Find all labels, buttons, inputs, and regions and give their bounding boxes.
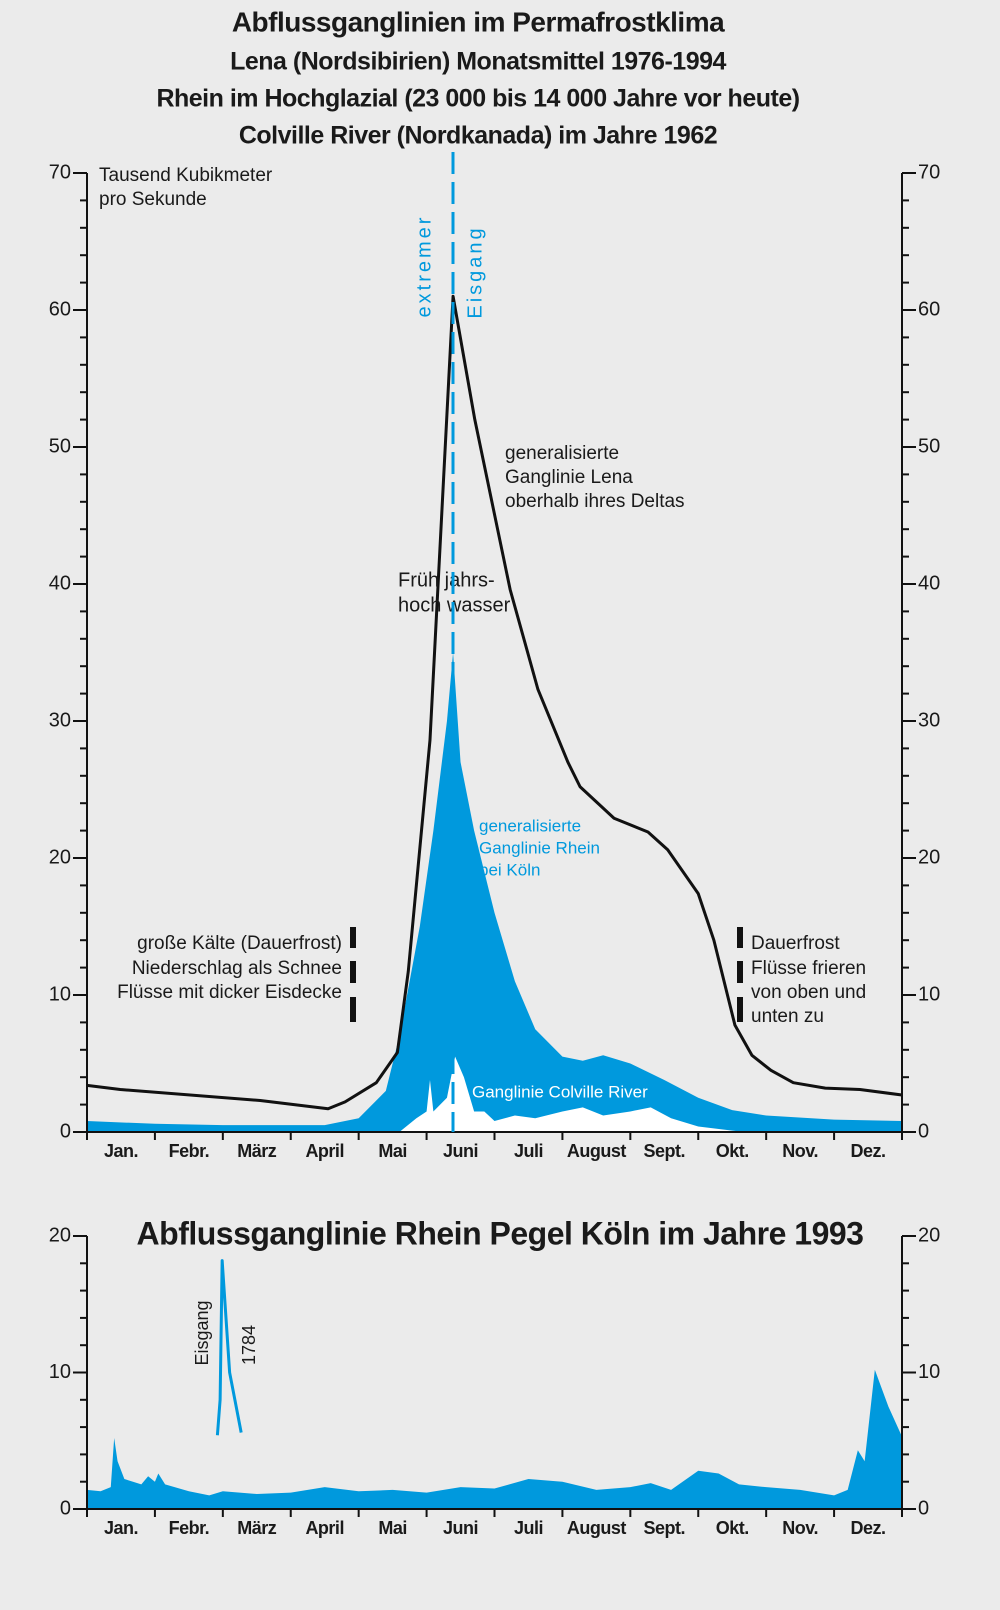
x-tick-label: August xyxy=(567,1518,626,1538)
y-tick-label: 10 xyxy=(918,1361,940,1383)
annotation: pro Sekunde xyxy=(99,189,207,210)
y-tick-label: 30 xyxy=(918,709,940,731)
annotation: Ganglinie Lena xyxy=(505,467,633,488)
annotation: extremer xyxy=(413,215,435,318)
y-tick-label: 60 xyxy=(918,298,940,320)
y-tick-label: 50 xyxy=(918,435,940,457)
note-bars xyxy=(350,927,743,1022)
x-tick-label: August xyxy=(567,1141,626,1161)
annotation: Früh jahrs- xyxy=(398,569,495,591)
annotation: Tausend Kubikmeter xyxy=(99,165,273,186)
x-tick-label: Jan. xyxy=(104,1518,138,1538)
x-tick-label: Nov. xyxy=(782,1518,818,1538)
annotation: oberhalb ihres Deltas xyxy=(505,491,685,512)
x-tick-label: Juli xyxy=(514,1518,543,1538)
annotation: unten zu xyxy=(751,1006,824,1027)
series-label: 1784 xyxy=(239,1325,259,1365)
annotation: große Kälte (Dauerfrost) xyxy=(137,933,342,954)
subtitle: Rhein im Hochglazial (23 000 bis 14 000 … xyxy=(156,85,799,113)
x-tick-label: Okt. xyxy=(716,1141,749,1161)
y-tick-label: 20 xyxy=(49,846,71,868)
x-tick-label: Mai xyxy=(378,1141,407,1161)
x-tick-label: Juli xyxy=(514,1141,543,1161)
x-tick-label: Jan. xyxy=(104,1141,138,1161)
subtitle: Colville River (Nordkanada) im Jahre 196… xyxy=(239,122,717,150)
y-tick-label: 10 xyxy=(49,983,71,1005)
x-tick-label: Dez. xyxy=(851,1141,886,1161)
annotation: Eisgang xyxy=(464,225,486,318)
y-tick-label: 10 xyxy=(49,1361,71,1383)
subtitle: Lena (Nordsibirien) Monatsmittel 1976-19… xyxy=(230,48,726,76)
x-tick-label: Okt. xyxy=(716,1518,749,1538)
x-tick-label: Juni xyxy=(443,1518,478,1538)
annotation: Flüsse frieren xyxy=(751,958,866,979)
x-tick-label: Mai xyxy=(378,1518,407,1538)
y-tick-label: 0 xyxy=(918,1120,929,1142)
note-bar xyxy=(350,997,356,1022)
y-tick-label: 60 xyxy=(49,298,71,320)
x-tick-label: März xyxy=(237,1141,277,1161)
area xyxy=(87,1369,902,1509)
annotation: Eisgang xyxy=(192,1300,212,1365)
annotation: bei Köln xyxy=(479,860,540,879)
line xyxy=(215,1259,243,1436)
x-tick-label: April xyxy=(305,1518,344,1538)
y-tick-label: 10 xyxy=(918,983,940,1005)
note-bar xyxy=(737,927,743,948)
y-tick-label: 30 xyxy=(49,709,71,731)
x-tick-label: Sept. xyxy=(644,1518,686,1538)
y-tick-label: 70 xyxy=(918,161,940,183)
y-tick-label: 0 xyxy=(60,1120,71,1142)
note-bar xyxy=(737,997,743,1022)
y-tick-label: 70 xyxy=(49,161,71,183)
area xyxy=(399,1056,746,1132)
x-tick-label: Juni xyxy=(443,1141,478,1161)
annotation: Dauerfrost xyxy=(751,933,840,954)
note-bar xyxy=(350,927,356,948)
y-tick-label: 40 xyxy=(918,572,940,594)
area xyxy=(87,652,902,1132)
annotation: Niederschlag als Schnee xyxy=(132,958,342,979)
y-tick-label: 0 xyxy=(918,1497,929,1519)
y-tick-label: 0 xyxy=(60,1497,71,1519)
y-tick-label: 20 xyxy=(918,1224,940,1246)
x-tick-label: Sept. xyxy=(644,1141,686,1161)
line xyxy=(86,294,903,1111)
x-tick-label: Febr. xyxy=(169,1518,210,1538)
chart-title: Abflussganglinie Rhein Pegel Köln im Jah… xyxy=(137,1215,864,1251)
x-tick-label: April xyxy=(305,1141,344,1161)
y-tick-label: 20 xyxy=(49,1224,71,1246)
y-tick-label: 40 xyxy=(49,572,71,594)
annotation: Ganglinie Rhein xyxy=(479,838,600,857)
note-bar xyxy=(737,961,743,983)
annotation: Flüsse mit dicker Eisdecke xyxy=(117,982,342,1003)
annotation: generalisierte xyxy=(505,443,619,464)
chart-title: Abflussganglinien im Permafrostklima xyxy=(232,6,725,37)
annotation: von oben und xyxy=(751,982,866,1003)
y-tick-label: 20 xyxy=(918,846,940,868)
annotation: generalisierte xyxy=(479,816,581,835)
note-bar xyxy=(350,961,356,983)
y-tick-label: 50 xyxy=(49,435,71,457)
x-tick-label: Febr. xyxy=(169,1141,210,1161)
x-tick-label: Nov. xyxy=(782,1141,818,1161)
x-tick-label: Dez. xyxy=(851,1518,886,1538)
x-tick-label: März xyxy=(237,1518,277,1538)
annotation: Ganglinie Colville River xyxy=(472,1082,648,1101)
